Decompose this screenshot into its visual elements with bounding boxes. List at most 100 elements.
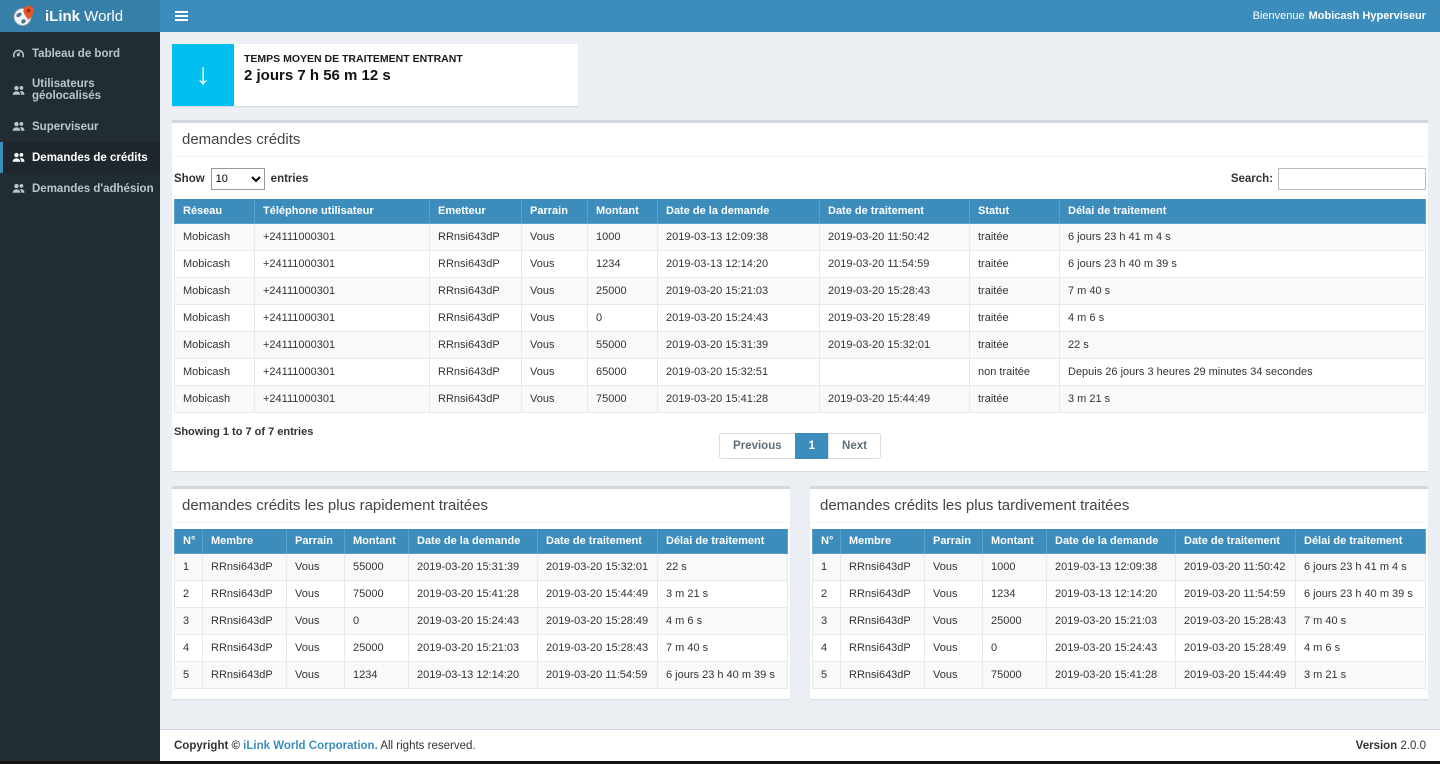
cell: 2019-03-20 15:28:49	[538, 608, 658, 635]
cell: RRnsi643dP	[841, 662, 925, 689]
cell: Mobicash	[175, 386, 255, 413]
column-header[interactable]: Réseau	[175, 199, 255, 224]
page-length-select[interactable]: 10	[211, 168, 265, 190]
cell: 6 jours 23 h 41 m 4 s	[1060, 224, 1426, 251]
sidebar-menu: Tableau de bord Utilisateurs géolocalisé…	[0, 32, 160, 204]
cell: Vous	[522, 305, 588, 332]
cell: Vous	[925, 662, 983, 689]
app-window: iLink World Tableau de bord Utilisateurs…	[0, 0, 1440, 764]
cell: 75000	[345, 581, 409, 608]
table-header-row: N°MembreParrainMontantDate de la demande…	[813, 529, 1426, 554]
page-1-button[interactable]: 1	[795, 433, 829, 459]
panel-title: demandes crédits les plus tardivement tr…	[810, 489, 1428, 523]
cell: 7 m 40 s	[1060, 278, 1426, 305]
entries-label: entries	[271, 173, 309, 185]
cell: RRnsi643dP	[203, 662, 287, 689]
cell: 6 jours 23 h 40 m 39 s	[1296, 581, 1426, 608]
next-page-button[interactable]: Next	[828, 433, 881, 459]
sidebar-item-label: Superviseur	[32, 121, 98, 133]
brand-logo[interactable]: iLink World	[0, 0, 160, 32]
search-label: Search:	[1231, 173, 1273, 185]
cell: traitée	[970, 332, 1060, 359]
top-navbar: Bienvenue Mobicash Hyperviseur	[160, 0, 1440, 32]
welcome-user-name: Mobicash Hyperviseur	[1309, 10, 1426, 22]
cell: Vous	[522, 386, 588, 413]
cell: 55000	[588, 332, 658, 359]
sidebar-toggle-button[interactable]	[160, 0, 202, 32]
cell: 3 m 21 s	[658, 581, 788, 608]
column-header[interactable]: Parrain	[522, 199, 588, 224]
cell: 4 m 6 s	[658, 608, 788, 635]
panel-title: demandes crédits les plus rapidement tra…	[172, 489, 790, 523]
cell: +24111000301	[255, 251, 430, 278]
sidebar-item-tableau-de-bord[interactable]: Tableau de bord	[0, 38, 160, 69]
panel-body: N°MembreParrainMontantDate de la demande…	[810, 523, 1428, 699]
cell: Vous	[925, 554, 983, 581]
column-header: Délai de traitement	[1296, 529, 1426, 554]
cell: Vous	[522, 251, 588, 278]
cell: 4	[175, 635, 203, 662]
cell: 1	[813, 554, 841, 581]
table-toolbar: Show 10 entries Search:	[174, 163, 1426, 199]
cell: 1000	[588, 224, 658, 251]
cell: +24111000301	[255, 332, 430, 359]
column-header[interactable]: Montant	[588, 199, 658, 224]
cell: traitée	[970, 278, 1060, 305]
cell: 2019-03-20 11:54:59	[820, 251, 970, 278]
table-row: Mobicash+24111000301RRnsi643dPVous250002…	[175, 278, 1426, 305]
previous-page-button[interactable]: Previous	[719, 433, 796, 459]
show-label: Show	[174, 173, 205, 185]
company-link[interactable]: iLink World Corporation.	[243, 740, 378, 752]
table-row: 4RRnsi643dPVous250002019-03-20 15:21:032…	[175, 635, 788, 662]
cell	[820, 359, 970, 386]
stat-card-text: TEMPS MOYEN DE TRAITEMENT ENTRANT 2 jour…	[234, 44, 473, 106]
search-input[interactable]	[1278, 168, 1426, 190]
cell: 2	[175, 581, 203, 608]
cell: 2019-03-20 15:21:03	[658, 278, 820, 305]
sidebar-item-demandes-adhesion[interactable]: Demandes d'adhésion	[0, 173, 160, 204]
cell: Mobicash	[175, 224, 255, 251]
cell: 0	[588, 305, 658, 332]
cell: 1000	[983, 554, 1047, 581]
column-header: Montant	[345, 529, 409, 554]
column-header[interactable]: Date de la demande	[658, 199, 820, 224]
column-header: Montant	[983, 529, 1047, 554]
column-header[interactable]: Téléphone utilisateur	[255, 199, 430, 224]
cell: 22 s	[1060, 332, 1426, 359]
column-header[interactable]: Statut	[970, 199, 1060, 224]
cell: 2019-03-13 12:14:20	[1047, 581, 1176, 608]
sidebar-item-demandes-de-credits[interactable]: Demandes de crédits	[0, 142, 160, 173]
cell: 22 s	[658, 554, 788, 581]
version-text: Version 2.0.0	[1356, 740, 1426, 752]
column-header: N°	[175, 529, 203, 554]
cell: RRnsi643dP	[203, 608, 287, 635]
cell: Vous	[522, 224, 588, 251]
menu-icon	[175, 15, 188, 17]
column-header[interactable]: Emetteur	[430, 199, 522, 224]
cell: 6 jours 23 h 41 m 4 s	[1296, 554, 1426, 581]
sidebar-item-utilisateurs-geolocalises[interactable]: Utilisateurs géolocalisés	[0, 69, 160, 111]
table-footer: Showing 1 to 7 of 7 entries Previous 1 N…	[174, 413, 1426, 461]
column-header[interactable]: Délai de traitement	[1060, 199, 1426, 224]
table-row: 2RRnsi643dPVous12342019-03-13 12:14:2020…	[813, 581, 1426, 608]
cell: 2019-03-20 15:41:28	[409, 581, 538, 608]
cell: 2019-03-20 15:31:39	[409, 554, 538, 581]
user-welcome[interactable]: Bienvenue Mobicash Hyperviseur	[1239, 0, 1440, 32]
cell: 2	[813, 581, 841, 608]
cell: 1234	[588, 251, 658, 278]
cell: 75000	[983, 662, 1047, 689]
cell: 3	[175, 608, 203, 635]
panel-demandes-credits: demandes crédits Show 10 entries Search:	[172, 120, 1428, 471]
sidebar-item-superviseur[interactable]: Superviseur	[0, 111, 160, 142]
column-header[interactable]: Date de traitement	[820, 199, 970, 224]
cell: +24111000301	[255, 386, 430, 413]
stat-card-label: TEMPS MOYEN DE TRAITEMENT ENTRANT	[244, 53, 463, 65]
cell: 2019-03-20 11:54:59	[1176, 581, 1296, 608]
cell: 65000	[588, 359, 658, 386]
table-row: 5RRnsi643dPVous12342019-03-13 12:14:2020…	[175, 662, 788, 689]
cell: RRnsi643dP	[430, 224, 522, 251]
cell: 3	[813, 608, 841, 635]
cell: RRnsi643dP	[841, 635, 925, 662]
cell: 7 m 40 s	[1296, 608, 1426, 635]
table-summary: Showing 1 to 7 of 7 entries	[174, 426, 313, 438]
